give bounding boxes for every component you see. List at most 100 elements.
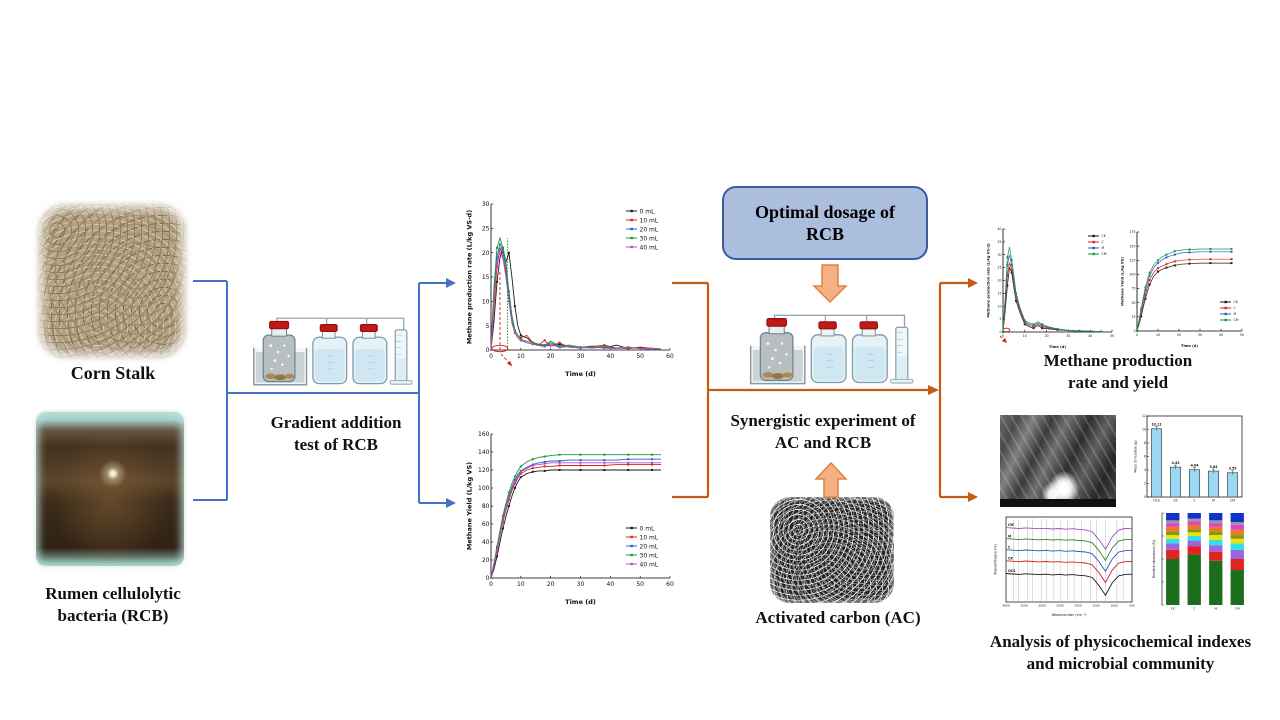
svg-text:120: 120: [478, 467, 490, 474]
svg-text:Transmittance (%): Transmittance (%): [993, 543, 997, 576]
svg-text:20 mL: 20 mL: [640, 543, 659, 550]
svg-text:Time (d): Time (d): [1049, 345, 1066, 349]
svg-text:12: 12: [1142, 414, 1146, 418]
svg-text:10: 10: [482, 298, 490, 305]
svg-text:20: 20: [547, 581, 555, 588]
svg-text:3000: 3000: [1038, 604, 1045, 608]
svg-text:C: C: [1234, 306, 1237, 310]
svg-text:OCS: OCS: [1008, 569, 1016, 573]
svg-text:0: 0: [1002, 334, 1004, 338]
svg-text:CK: CK: [1234, 300, 1239, 304]
svg-text:40: 40: [607, 353, 615, 360]
svg-text:10 mL: 10 mL: [640, 217, 659, 224]
svg-text:CK: CK: [1102, 234, 1107, 238]
chart-gradient-methane-yield: 0 20 40 60 80 100 120 140 160 0 10 20 30 40 50 60 Time (…: [465, 428, 680, 606]
svg-text:3.84: 3.84: [1210, 465, 1219, 469]
svg-text:CK: CK: [1171, 607, 1176, 611]
svg-text:0 mL: 0 mL: [640, 208, 656, 215]
sem-micrograph: [1000, 415, 1116, 507]
synergistic-label-line2: AC and RCB: [774, 432, 872, 452]
svg-text:2000: 2000: [1074, 604, 1081, 608]
optimal-dosage-box: Optimal dosage of RCB: [722, 186, 928, 260]
svg-text:Methane production rate (L/kg: Methane production rate (L/kg VS·d): [987, 243, 991, 318]
svg-text:CM: CM: [1235, 607, 1240, 611]
svg-text:M: M: [1214, 607, 1217, 611]
chart-synergy-methane-yield: 0 25 50 75 100 125 150 175 0 10 20 30 40 50 Time (d) Me…: [1120, 227, 1246, 349]
svg-text:CM: CM: [1230, 499, 1235, 503]
svg-text:75: 75: [1131, 287, 1135, 291]
svg-text:Relative abundance (%): Relative abundance (%): [1152, 540, 1156, 578]
svg-text:CK: CK: [1173, 499, 1178, 503]
svg-text:10: 10: [997, 304, 1001, 308]
digestion-apparatus-gradient: [253, 317, 413, 386]
svg-text:30 mL: 30 mL: [640, 235, 659, 242]
svg-text:OCS: OCS: [1153, 499, 1160, 503]
chart-residue-bars: 0 2 4 6 8 10 12 10.11 OCS 4.43 CK 4.04 C 3.84 M 3.59 CM M…: [1133, 409, 1246, 509]
svg-text:50: 50: [1131, 301, 1135, 305]
flow-connector-blue: [193, 278, 456, 508]
up-block-arrow: [814, 461, 848, 498]
svg-text:80: 80: [482, 503, 490, 510]
svg-text:160: 160: [478, 431, 490, 438]
svg-text:40 mL: 40 mL: [640, 561, 659, 568]
svg-text:0: 0: [1133, 329, 1135, 333]
svg-text:10: 10: [1142, 428, 1146, 432]
down-block-arrow: [812, 264, 848, 304]
synergistic-label: Synergistic experiment of AC and RCB: [705, 410, 941, 454]
svg-text:Time (d): Time (d): [565, 598, 596, 606]
svg-text:20: 20: [997, 279, 1001, 283]
optimal-dosage-line2: RCB: [805, 224, 844, 244]
svg-text:0: 0: [1144, 495, 1146, 499]
svg-text:M: M: [1008, 534, 1011, 538]
svg-text:20: 20: [482, 250, 490, 257]
svg-text:0: 0: [486, 347, 490, 354]
gradient-test-label: Gradient addition test of RCB: [243, 412, 429, 456]
svg-text:60: 60: [666, 353, 674, 360]
methane-rate-yield-line2: rate and yield: [1067, 372, 1169, 392]
svg-text:10.11: 10.11: [1151, 423, 1161, 427]
svg-text:6: 6: [1144, 455, 1146, 459]
blue-arrowhead-top: [446, 278, 456, 288]
svg-text:25: 25: [482, 225, 490, 232]
svg-text:C: C: [1008, 545, 1011, 549]
svg-text:10: 10: [1156, 333, 1160, 337]
chart-ftir-spectra: CM M C CK OCS 4000 3500 3000 2500 2000 1500 1000 500…: [993, 512, 1137, 618]
svg-text:40: 40: [482, 539, 490, 546]
svg-text:3500: 3500: [1020, 604, 1027, 608]
svg-text:60: 60: [482, 521, 490, 528]
svg-text:0 mL: 0 mL: [640, 525, 656, 532]
svg-text:M: M: [1102, 246, 1105, 250]
corn-stalk-label: Corn Stalk: [70, 363, 156, 383]
sem-scale-bar: [1000, 499, 1116, 507]
svg-text:C: C: [1102, 240, 1105, 244]
svg-text:3.59: 3.59: [1229, 467, 1238, 471]
methane-rate-yield-label: Methane production rate and yield: [1000, 350, 1236, 394]
svg-text:4.43: 4.43: [1172, 461, 1180, 465]
optimal-dosage-line1: Optimal dosage of: [754, 201, 895, 222]
svg-text:125: 125: [1129, 258, 1135, 262]
svg-text:M: M: [1234, 312, 1237, 316]
svg-text:C: C: [1193, 607, 1195, 611]
svg-text:150: 150: [1129, 244, 1135, 248]
activated-carbon-label: Activated carbon (AC): [755, 608, 921, 627]
svg-text:Methane Yield (L/kg VS): Methane Yield (L/kg VS): [1121, 257, 1125, 306]
svg-text:20: 20: [482, 557, 490, 564]
rcb-label-line1: Rumen cellulolytic: [45, 584, 181, 603]
svg-text:0: 0: [489, 581, 493, 588]
svg-text:20 mL: 20 mL: [640, 226, 659, 233]
synergistic-label-line1: Synergistic experiment of: [730, 411, 916, 430]
svg-text:10: 10: [517, 581, 525, 588]
svg-text:100: 100: [478, 485, 490, 492]
svg-text:50: 50: [636, 581, 644, 588]
svg-text:40: 40: [607, 581, 615, 588]
chart-synergy-methane-rate: 0 5 10 15 20 25 30 35 40 0 10 20 30 40 50 Time (d) Metha…: [986, 224, 1116, 350]
svg-text:25: 25: [997, 266, 1001, 270]
svg-text:Time (d): Time (d): [1181, 344, 1198, 348]
svg-text:0: 0: [999, 330, 1001, 334]
svg-text:Methane Yield (L/kg VS): Methane Yield (L/kg VS): [466, 462, 474, 550]
svg-text:8: 8: [1144, 441, 1146, 445]
chart-gradient-methane-rate: 0 5 10 15 20 25 30 0 10 20 30 40 50 60 Time (d) Methane…: [465, 196, 680, 378]
analysis-label-line1: Analysis of physicochemical indexes: [989, 632, 1252, 651]
svg-text:10: 10: [517, 353, 525, 360]
